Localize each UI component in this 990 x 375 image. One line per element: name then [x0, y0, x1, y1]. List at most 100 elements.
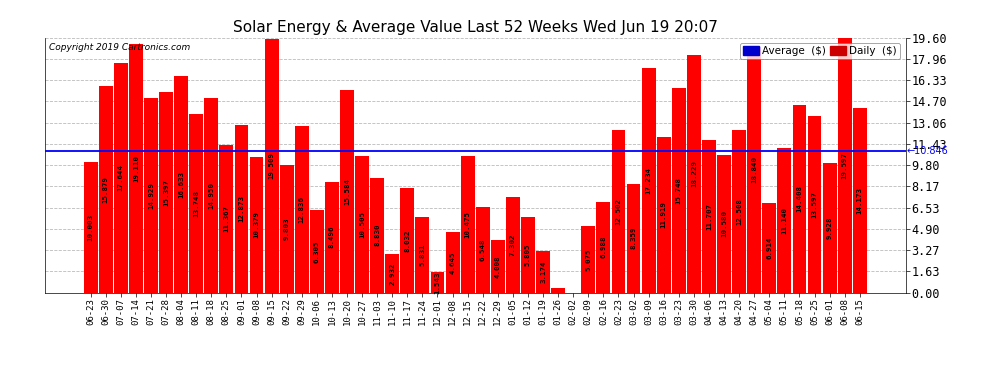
- Text: 1.543: 1.543: [435, 271, 441, 294]
- Text: 18.840: 18.840: [751, 156, 757, 183]
- Bar: [355, 156, 369, 292]
- Text: 18.229: 18.229: [691, 160, 697, 188]
- Bar: [114, 63, 128, 292]
- Bar: [537, 251, 550, 292]
- Text: 8.830: 8.830: [374, 224, 380, 246]
- Bar: [506, 198, 520, 292]
- Bar: [204, 98, 218, 292]
- Bar: [174, 76, 188, 292]
- Bar: [431, 272, 445, 292]
- Text: 15.748: 15.748: [676, 177, 682, 204]
- Text: 5.075: 5.075: [585, 248, 591, 271]
- Bar: [838, 38, 851, 292]
- Bar: [627, 184, 641, 292]
- Text: 10.475: 10.475: [464, 211, 470, 238]
- Bar: [491, 240, 505, 292]
- Text: 6.914: 6.914: [766, 236, 772, 259]
- Bar: [325, 182, 339, 292]
- Bar: [702, 140, 716, 292]
- Bar: [159, 92, 173, 292]
- Text: 17.644: 17.644: [118, 164, 124, 191]
- Text: 19.597: 19.597: [842, 152, 847, 178]
- Text: 4.645: 4.645: [449, 251, 455, 273]
- Bar: [762, 202, 776, 292]
- Bar: [189, 114, 203, 292]
- Bar: [341, 90, 354, 292]
- Bar: [777, 148, 791, 292]
- Bar: [416, 217, 430, 292]
- Bar: [264, 39, 278, 292]
- Text: 17.234: 17.234: [645, 167, 651, 194]
- Text: 11.367: 11.367: [224, 205, 230, 232]
- Text: 12.836: 12.836: [299, 195, 305, 222]
- Bar: [717, 155, 731, 292]
- Text: 10.379: 10.379: [253, 211, 259, 238]
- Bar: [551, 288, 565, 292]
- Bar: [793, 105, 807, 292]
- Text: 11.140: 11.140: [781, 207, 787, 234]
- Text: 14.929: 14.929: [148, 182, 154, 209]
- Bar: [280, 165, 294, 292]
- Text: 15.584: 15.584: [344, 178, 350, 205]
- Bar: [581, 226, 595, 292]
- Text: 13.748: 13.748: [193, 190, 199, 217]
- Text: 3.174: 3.174: [541, 261, 546, 283]
- Text: 19.110: 19.110: [133, 155, 139, 182]
- Text: 6.988: 6.988: [600, 236, 607, 258]
- Text: 9.803: 9.803: [284, 217, 290, 240]
- Text: 2.932: 2.932: [389, 262, 395, 285]
- Title: Solar Energy & Average Value Last 52 Weeks Wed Jun 19 20:07: Solar Energy & Average Value Last 52 Wee…: [233, 20, 718, 35]
- Text: 6.548: 6.548: [480, 238, 486, 261]
- Text: 5.805: 5.805: [525, 243, 531, 266]
- Bar: [596, 202, 610, 292]
- Text: 14.408: 14.408: [796, 185, 803, 212]
- Bar: [385, 254, 399, 292]
- Bar: [310, 210, 324, 292]
- Bar: [747, 47, 761, 292]
- Text: 5.831: 5.831: [420, 243, 426, 266]
- Text: 12.502: 12.502: [616, 198, 622, 225]
- Text: 8.496: 8.496: [329, 226, 335, 249]
- Text: 7.302: 7.302: [510, 234, 516, 256]
- Bar: [687, 56, 701, 292]
- Text: 12.508: 12.508: [737, 198, 742, 225]
- Text: 14.950: 14.950: [208, 182, 214, 209]
- Bar: [476, 207, 490, 292]
- Bar: [129, 44, 143, 292]
- Text: 9.928: 9.928: [827, 217, 833, 239]
- Bar: [249, 158, 263, 292]
- Bar: [144, 98, 157, 292]
- Text: 16.633: 16.633: [178, 171, 184, 198]
- Text: 4.008: 4.008: [495, 255, 501, 278]
- Text: ←10.846: ←10.846: [907, 146, 948, 156]
- Bar: [99, 86, 113, 292]
- Bar: [733, 130, 746, 292]
- Bar: [808, 116, 822, 292]
- Text: 15.397: 15.397: [163, 179, 169, 206]
- Bar: [642, 68, 655, 292]
- Text: Copyright 2019 Cartronics.com: Copyright 2019 Cartronics.com: [49, 43, 190, 52]
- Bar: [460, 156, 474, 292]
- Bar: [852, 108, 866, 292]
- Text: 11.919: 11.919: [660, 201, 666, 228]
- Bar: [220, 145, 234, 292]
- Text: 14.173: 14.173: [856, 187, 862, 214]
- Text: 15.879: 15.879: [103, 176, 109, 203]
- Bar: [400, 188, 414, 292]
- Text: 10.580: 10.580: [721, 210, 727, 237]
- Text: 19.509: 19.509: [268, 152, 274, 179]
- Bar: [612, 130, 626, 292]
- Text: 10.505: 10.505: [359, 211, 365, 238]
- Bar: [370, 178, 384, 292]
- Bar: [235, 125, 248, 292]
- Bar: [521, 217, 535, 292]
- Text: 11.707: 11.707: [706, 203, 712, 230]
- Bar: [446, 232, 459, 292]
- Bar: [295, 126, 309, 292]
- Bar: [84, 162, 98, 292]
- Text: 13.597: 13.597: [812, 190, 818, 217]
- Text: 8.359: 8.359: [631, 227, 637, 249]
- Bar: [823, 164, 837, 292]
- Text: 8.032: 8.032: [404, 229, 410, 252]
- Bar: [672, 88, 686, 292]
